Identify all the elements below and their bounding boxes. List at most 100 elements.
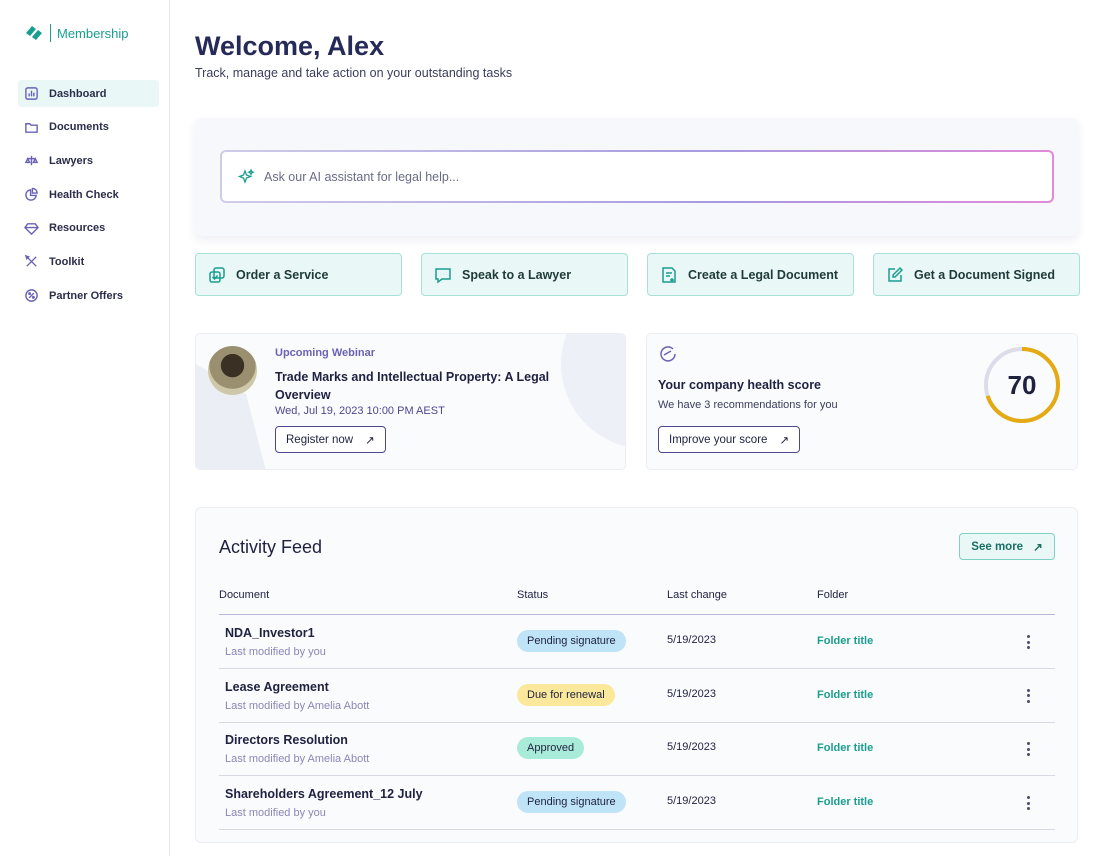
column-header-last-change[interactable]: Last change [667, 589, 727, 601]
sidebar-item-label: Partner Offers [49, 289, 123, 302]
health-score-value: 70 [1007, 369, 1037, 400]
folder-link[interactable]: Folder title [817, 796, 874, 809]
document-name[interactable]: Shareholders Agreement_12 July [225, 787, 423, 802]
arrow-up-right-icon: ↗ [779, 434, 790, 447]
register-now-button[interactable]: Register now ↗ [275, 426, 386, 453]
status-badge: Approved [517, 737, 585, 760]
chat-icon [435, 267, 451, 283]
page-subtitle: Track, manage and take action on your ou… [195, 66, 513, 80]
tools-icon [24, 255, 37, 268]
action-label: Get a Document Signed [914, 267, 1055, 282]
edit-icon [888, 266, 904, 282]
page-title: Welcome, Alex [195, 31, 385, 61]
action-label: Speak to a Lawyer [462, 267, 572, 282]
more-options-icon[interactable] [1023, 687, 1033, 705]
discount-icon [25, 289, 38, 302]
score-progress-arc [984, 347, 1060, 423]
action-label: Create a Legal Document [688, 267, 839, 282]
table-row[interactable]: Lease Agreement Last modified by Amelia … [219, 669, 1055, 723]
logo-icon [26, 26, 42, 40]
sidebar-item-label: Lawyers [49, 154, 94, 167]
webinar-date: Wed, Jul 19, 2023 10:00 PM AEST [275, 405, 445, 417]
sidebar-item-partner-offers[interactable]: Partner Offers [18, 282, 159, 309]
modified-by: Last modified by you [225, 807, 326, 820]
brand-name: Membership [57, 25, 129, 41]
column-header-document[interactable]: Document [219, 589, 270, 601]
ai-assistant-card: Ask our AI assistant for legal help... [195, 118, 1078, 236]
button-label: See more [971, 540, 1024, 553]
sparkle-icon [238, 167, 255, 184]
last-change-date: 5/19/2023 [667, 741, 716, 754]
document-name[interactable]: NDA_Investor1 [225, 626, 315, 640]
logo[interactable]: Membership [24, 24, 129, 42]
diamond-icon [24, 222, 39, 235]
gauge-icon [660, 346, 678, 362]
arrow-up-right-icon: ↗ [365, 434, 375, 447]
document-plus-icon [662, 266, 676, 283]
sidebar-item-health-check[interactable]: Health Check [18, 181, 159, 208]
order-service-button[interactable]: Order a Service [195, 253, 402, 296]
last-change-date: 5/19/2023 [667, 795, 716, 808]
status-badge: Pending signature [517, 630, 626, 652]
scale-icon [24, 156, 39, 166]
modified-by: Last modified by Amelia Abott [225, 753, 370, 766]
last-change-date: 5/19/2023 [667, 687, 716, 700]
improve-score-button[interactable]: Improve your score ↗ [658, 426, 801, 453]
get-document-signed-button[interactable]: Get a Document Signed [873, 253, 1080, 296]
table-row[interactable]: NDA_Investor1 Last modified by you Pendi… [219, 615, 1055, 669]
pie-chart-icon [25, 187, 38, 201]
sidebar-item-lawyers[interactable]: Lawyers [18, 147, 159, 174]
button-label: Improve your score [669, 433, 768, 446]
ai-assistant-placeholder: Ask our AI assistant for legal help... [264, 169, 460, 184]
table-row[interactable]: Shareholders Agreement_12 July Last modi… [219, 776, 1055, 831]
action-label: Order a Service [236, 267, 329, 282]
copy-check-icon [209, 266, 225, 283]
sidebar-item-label: Resources [49, 222, 106, 235]
sidebar-item-label: Health Check [49, 188, 119, 201]
sidebar-item-resources[interactable]: Resources [18, 215, 159, 242]
document-name[interactable]: Lease Agreement [225, 679, 329, 694]
document-name[interactable]: Directors Resolution [225, 733, 348, 748]
status-badge: Due for renewal [517, 683, 615, 706]
avatar [208, 346, 257, 395]
column-header-status[interactable]: Status [517, 589, 549, 601]
create-legal-document-button[interactable]: Create a Legal Document [647, 253, 854, 296]
sidebar-item-documents[interactable]: Documents [18, 114, 159, 141]
sidebar-item-dashboard[interactable]: Dashboard [18, 80, 159, 107]
activity-feed: Activity Feed See more ↗ Document Status … [195, 507, 1078, 843]
health-score-card: Your company health score We have 3 reco… [646, 333, 1078, 470]
speak-to-lawyer-button[interactable]: Speak to a Lawyer [421, 253, 628, 296]
column-header-folder[interactable]: Folder [817, 589, 849, 601]
modified-by: Last modified by you [225, 646, 326, 658]
last-change-date: 5/19/2023 [667, 634, 716, 646]
ai-assistant-input[interactable]: Ask our AI assistant for legal help... [220, 150, 1054, 203]
status-badge: Pending signature [517, 791, 626, 814]
webinar-card: Upcoming Webinar Trade Marks and Intelle… [195, 333, 626, 470]
sidebar: Membership Dashboard Documents Lawyers H… [0, 0, 170, 856]
modified-by: Last modified by Amelia Abott [225, 699, 370, 712]
activity-feed-title: Activity Feed [219, 537, 323, 557]
table-row[interactable]: Directors Resolution Last modified by Am… [219, 722, 1055, 777]
sidebar-item-toolkit[interactable]: Toolkit [18, 248, 159, 275]
arrow-up-right-icon: ↗ [1033, 541, 1043, 554]
sidebar-item-label: Documents [49, 121, 109, 134]
health-subtitle: We have 3 recommendations for you [658, 399, 838, 411]
folder-link[interactable]: Folder title [817, 688, 874, 701]
folder-link[interactable]: Folder title [817, 635, 874, 647]
more-options-icon[interactable] [1023, 794, 1033, 812]
see-more-button[interactable]: See more ↗ [959, 533, 1055, 560]
more-options-icon[interactable] [1023, 740, 1033, 758]
sidebar-nav: Dashboard Documents Lawyers Health Check… [18, 80, 159, 316]
more-options-icon[interactable] [1023, 633, 1033, 651]
sidebar-item-label: Dashboard [49, 87, 107, 100]
logo-divider [50, 24, 51, 42]
quick-actions: Order a Service Speak to a Lawyer Create… [195, 253, 1080, 296]
health-title: Your company health score [658, 378, 822, 392]
webinar-label: Upcoming Webinar [275, 347, 376, 359]
decorative-shape [196, 334, 625, 469]
bar-chart-icon [25, 87, 38, 100]
folder-link[interactable]: Folder title [817, 742, 874, 755]
health-score-ring: 70 [983, 346, 1061, 424]
folder-icon [25, 122, 38, 133]
button-label: Register now [286, 433, 354, 446]
